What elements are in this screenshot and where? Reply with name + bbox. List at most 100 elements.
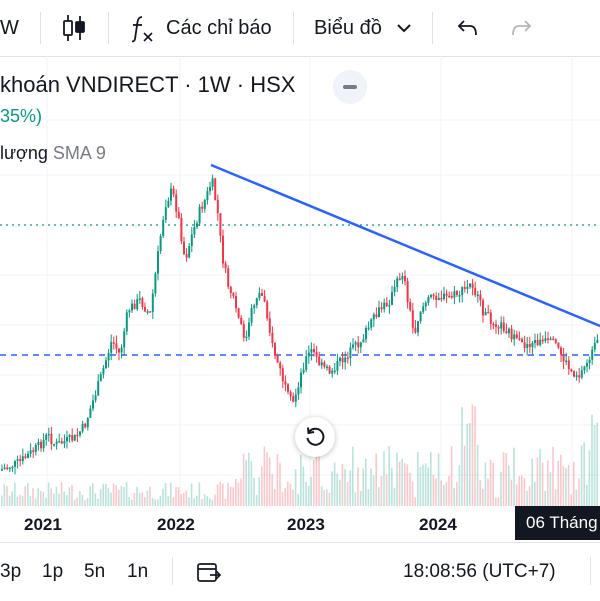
candle-body (560, 347, 562, 355)
volume-bar (268, 457, 271, 506)
fx-icon (131, 16, 153, 43)
range-button[interactable]: 5n (84, 561, 106, 582)
volume-bar (502, 452, 505, 506)
candle-body (66, 437, 68, 442)
volume-bar (214, 494, 216, 506)
candle-body (263, 296, 266, 302)
chart-pane[interactable] (0, 56, 600, 506)
candle-body (196, 223, 198, 227)
candle-body (157, 251, 159, 274)
candle-body (294, 394, 297, 402)
candle-body (115, 343, 118, 349)
candle-body (224, 263, 227, 269)
trendline[interactable] (210, 163, 600, 328)
candle-body (313, 349, 315, 353)
volume-bar (292, 489, 294, 506)
reset-chart-icon (306, 427, 325, 446)
candle-body (580, 370, 583, 378)
range-button[interactable]: 1n (127, 561, 149, 582)
volume-bar (370, 468, 372, 506)
range-button[interactable]: 1p (42, 561, 64, 582)
volume-bar (534, 481, 536, 506)
volume-bar (242, 453, 245, 506)
chart-type-button[interactable] (62, 0, 86, 56)
volume-bar (125, 482, 128, 506)
volume-bar (60, 482, 63, 506)
candle-body (461, 287, 464, 296)
clock-readout[interactable]: 18:08:56 (UTC+7) (403, 561, 556, 582)
volume-bar (437, 453, 440, 506)
volume-bar (258, 477, 260, 506)
reset-chart-button[interactable] (295, 417, 335, 457)
volume-bar (245, 460, 247, 506)
candle-body (367, 327, 370, 330)
grid (0, 56, 600, 506)
volume-bar (19, 494, 21, 506)
toolbar-divider (172, 557, 173, 585)
time-axis[interactable]: 2021 2022 2023 2024 (0, 506, 600, 542)
volume-bar (300, 454, 302, 506)
volume-bar (86, 498, 89, 506)
volume-bar (128, 496, 130, 506)
volume-bar (21, 495, 24, 506)
volume-bar (50, 488, 52, 506)
volume-bar (565, 468, 567, 506)
candle-body (388, 304, 391, 307)
candle-body (479, 294, 482, 301)
candle-body (76, 434, 79, 437)
volume-bar (27, 483, 29, 506)
price-chart[interactable] (0, 56, 600, 506)
volume-bar (315, 451, 318, 506)
volume-bar (183, 492, 185, 506)
volume-bar (66, 495, 68, 506)
volume-bar (573, 461, 575, 506)
candle-body (58, 441, 61, 443)
candle-body (591, 349, 594, 360)
volume-bar (554, 489, 557, 506)
volume-bar (456, 482, 458, 506)
candle-body (521, 338, 523, 343)
candle-body (229, 286, 232, 293)
volume-bar (159, 495, 162, 506)
minimize-icon[interactable] (333, 70, 367, 104)
volume-bar (97, 498, 99, 506)
volume-bar (380, 475, 383, 506)
volume-bar (180, 493, 182, 506)
volume-bar (333, 462, 336, 506)
volume-bar (482, 488, 484, 506)
candle-body (154, 273, 157, 294)
chart-menu-button[interactable]: Biểu đồ (314, 0, 412, 56)
candle-body (549, 338, 552, 341)
candle-body (492, 323, 495, 326)
volume-bar (523, 477, 526, 506)
volume-bar (188, 497, 190, 506)
candle-body (544, 338, 547, 342)
volume-bar (320, 486, 323, 506)
candle-body (531, 343, 534, 348)
volume-bar (16, 496, 19, 506)
candle-body (107, 352, 110, 361)
volume-bar (279, 463, 281, 506)
candlestick-icon (63, 15, 85, 41)
candle-body (79, 431, 81, 436)
go-to-date-icon[interactable] (196, 561, 222, 583)
interval-button[interactable]: W (0, 0, 19, 56)
candle-body (365, 327, 367, 340)
undo-button[interactable] (455, 0, 479, 56)
range-button[interactable]: 3p (0, 561, 22, 582)
candle-body (495, 324, 497, 328)
candle-body (50, 433, 53, 445)
interval-label: W (0, 16, 19, 39)
candle-body (250, 308, 253, 323)
volume-bar (164, 482, 167, 506)
volume-bar (339, 479, 341, 506)
redo-button[interactable] (510, 0, 534, 56)
candle-body (112, 342, 115, 344)
volume-bar (224, 498, 227, 506)
volume-bar (281, 492, 284, 506)
candle-body (489, 312, 492, 324)
candle-body (385, 302, 388, 307)
candle-body (323, 362, 326, 367)
indicators-button[interactable]: Các chỉ báo (130, 0, 272, 56)
candle-body (170, 188, 172, 201)
